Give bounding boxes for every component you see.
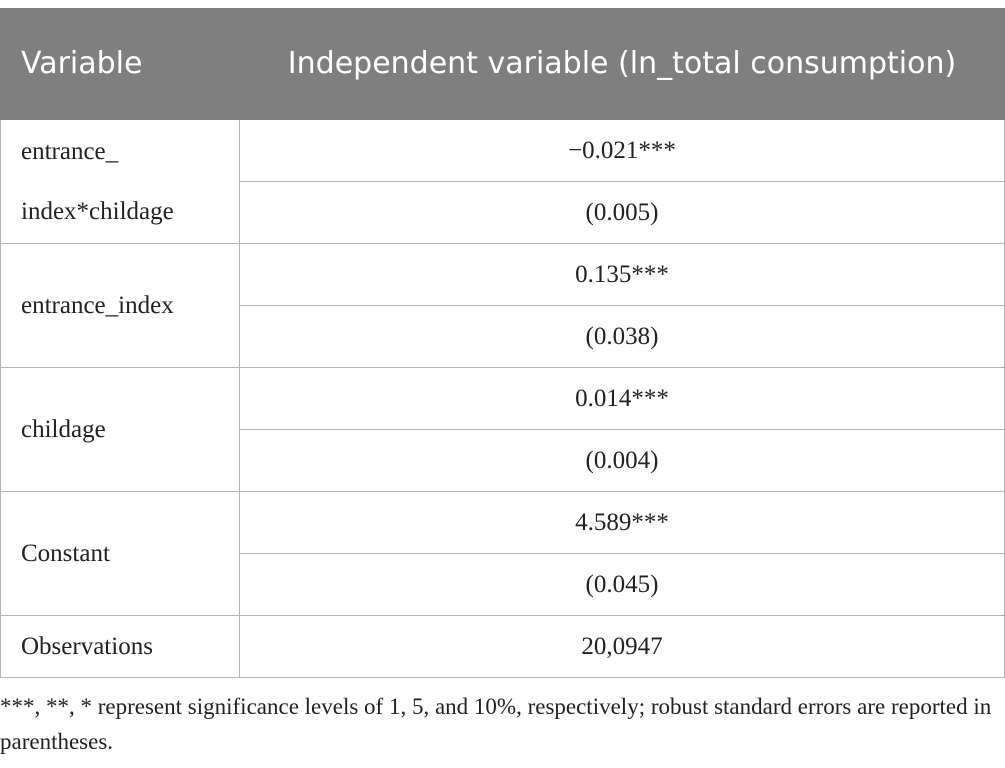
row-variable-constant: Constant: [0, 491, 240, 616]
variable-line-2: index*childage: [21, 197, 174, 225]
coefficient-cell: 0.014***: [239, 367, 1005, 430]
coefficient-cell: −0.021***: [239, 119, 1005, 182]
standard-error-cell: (0.005): [239, 181, 1005, 244]
observations-label: Observations: [0, 615, 240, 678]
table-row: entrance_index 0.135***: [0, 243, 1005, 368]
table-row: entrance_ index*childage −0.021***: [0, 119, 1005, 244]
header-variable: Variable: [0, 8, 240, 120]
observations-value: 20,0947: [239, 615, 1005, 678]
variable-line-1: entrance_: [21, 137, 119, 165]
standard-error-cell: (0.004): [239, 429, 1005, 492]
regression-table: Variable Independent variable (ln_total …: [0, 8, 1005, 678]
standard-error-cell: (0.038): [239, 305, 1005, 368]
header-dependent-variable: Independent variable (ln_total consumpti…: [239, 8, 1005, 120]
coefficient-cell: 4.589***: [239, 491, 1005, 554]
table-row: (0.004): [1, 429, 1005, 492]
row-variable-entrance-index: entrance_index: [0, 243, 240, 368]
table-row: childage 0.014***: [0, 367, 1005, 492]
header-row: Variable Independent variable (ln_total …: [0, 8, 1005, 120]
row-variable-childage: childage: [0, 367, 240, 492]
row-variable-entrance-index-childage: entrance_ index*childage: [0, 119, 240, 244]
table-row: (0.005): [1, 181, 1005, 244]
table-row: Constant 4.589***: [0, 491, 1005, 616]
table-row: (0.038): [1, 305, 1005, 368]
table-footnote: ***, **, * represent significance levels…: [0, 694, 992, 754]
standard-error-cell: (0.045): [239, 553, 1005, 616]
table-row-observations: Observations 20,0947: [0, 615, 1005, 678]
coefficient-cell: 0.135***: [239, 243, 1005, 306]
